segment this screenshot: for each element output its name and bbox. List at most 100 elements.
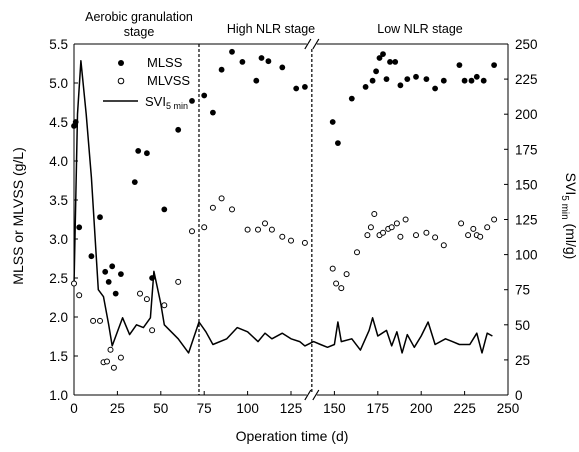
mlss-point bbox=[480, 77, 487, 84]
legend-mlvss-marker bbox=[117, 77, 125, 85]
mlvss-point bbox=[262, 220, 268, 227]
axis-break-slash bbox=[312, 389, 320, 401]
mlvss-point bbox=[229, 206, 235, 213]
mlss-point bbox=[348, 95, 355, 102]
mlvss-point bbox=[343, 271, 350, 278]
mlvss-point bbox=[371, 211, 378, 217]
mlvss-point bbox=[117, 354, 124, 361]
mlvss-point bbox=[97, 317, 103, 324]
mlss-point bbox=[335, 140, 341, 147]
y-left-tick-label: 4.5 bbox=[49, 115, 68, 130]
mlvss-point bbox=[491, 216, 498, 223]
mlss-point bbox=[491, 62, 497, 68]
mlss-point bbox=[105, 279, 112, 285]
mlss-point bbox=[373, 68, 379, 75]
axis-ticks: 0 25 50 75 100 125 150 175 200 225 2501.01.52.02.5… bbox=[49, 37, 537, 416]
legend-svi-sub: 5 min bbox=[166, 101, 188, 111]
mlvss-point bbox=[189, 228, 195, 235]
mlvss-point bbox=[175, 278, 182, 285]
svi-line bbox=[73, 60, 493, 354]
legend-mlss-marker bbox=[118, 60, 124, 66]
mlvss-point bbox=[364, 232, 371, 239]
mlss-point bbox=[369, 77, 376, 84]
mlss-point bbox=[229, 48, 235, 55]
mlss-point bbox=[131, 179, 138, 186]
mlss-point bbox=[118, 271, 124, 277]
mlss-point bbox=[432, 85, 438, 92]
x-axis-label: Operation time (d) bbox=[236, 428, 349, 444]
mlss-point bbox=[175, 126, 182, 133]
mlvss-point bbox=[484, 224, 491, 231]
mlvss-point bbox=[367, 224, 374, 231]
mlss-point bbox=[88, 253, 95, 260]
mlss-point bbox=[468, 77, 475, 84]
mlss-point bbox=[473, 73, 480, 80]
mlvss-point bbox=[71, 280, 77, 287]
stage-label-aerobic-line2: stage bbox=[124, 25, 155, 39]
legend: MLSS MLVSS SVI5 min bbox=[103, 55, 190, 111]
stage-dividers bbox=[198, 44, 313, 395]
mlvss-point bbox=[143, 296, 150, 303]
mlvss-point bbox=[354, 249, 360, 256]
mlss-point bbox=[329, 119, 336, 125]
mlvss-point bbox=[161, 302, 168, 309]
mlss-point bbox=[76, 224, 83, 231]
mlvss-point bbox=[244, 226, 251, 233]
mlvss-point bbox=[470, 225, 477, 232]
mlss-point bbox=[404, 76, 411, 82]
mlss-point bbox=[265, 58, 272, 65]
mlvss-series bbox=[71, 195, 498, 371]
legend-svi-base: SVI bbox=[145, 94, 166, 109]
mlvss-point bbox=[338, 285, 345, 292]
mlvss-point bbox=[393, 220, 400, 227]
mlvss-point bbox=[218, 195, 225, 202]
y-right-label-sub: 5 min bbox=[559, 195, 570, 219]
mlss-point bbox=[440, 77, 447, 84]
mlss-point bbox=[397, 82, 404, 89]
mlvss-point bbox=[465, 232, 472, 239]
y-right-tick-label: 175 bbox=[515, 142, 538, 157]
mlss-point bbox=[258, 55, 265, 61]
legend-mlvss-label: MLVSS bbox=[147, 73, 190, 88]
x-tick-label: 125 bbox=[280, 401, 303, 416]
mlss-point bbox=[189, 98, 195, 104]
mlss-point bbox=[456, 62, 463, 68]
mlss-point bbox=[109, 263, 116, 270]
mlvss-point bbox=[90, 317, 97, 324]
mlvss-point bbox=[279, 233, 286, 240]
mlvss-point bbox=[301, 239, 308, 246]
plot-frame bbox=[73, 43, 509, 396]
y-left-tick-label: 1.5 bbox=[49, 349, 68, 364]
mlvss-point bbox=[201, 224, 208, 231]
mlss-point bbox=[135, 148, 142, 154]
mlvss-point bbox=[397, 233, 404, 240]
y-right-label-unit: (ml/g) bbox=[563, 220, 579, 260]
mlvss-point bbox=[149, 327, 156, 334]
axis-break-slash bbox=[312, 38, 320, 50]
mlss-point bbox=[218, 66, 225, 73]
y-left-tick-label: 3.5 bbox=[49, 193, 68, 208]
mlvss-point bbox=[380, 229, 386, 236]
mlvss-point bbox=[477, 233, 484, 240]
mlss-point bbox=[279, 64, 286, 71]
y-right-tick-label: 150 bbox=[515, 177, 538, 192]
mlss-point bbox=[239, 59, 246, 65]
mlss-point bbox=[380, 51, 386, 57]
axis-break-slash bbox=[304, 38, 312, 50]
mlvss-point bbox=[76, 292, 83, 299]
mlss-point bbox=[387, 59, 393, 65]
mlss-point bbox=[423, 76, 430, 82]
axis-break-gap bbox=[306, 41, 317, 47]
y-right-tick-label: 75 bbox=[515, 283, 530, 298]
x-tick-label: 0 bbox=[70, 401, 78, 416]
mlss-point bbox=[149, 275, 156, 281]
y-right-tick-label: 200 bbox=[515, 107, 538, 122]
mlvss-point bbox=[107, 346, 114, 353]
y-axis-left-label: MLSS or MLVSS (g/L) bbox=[10, 147, 26, 284]
y-left-tick-label: 5.0 bbox=[49, 76, 68, 91]
x-tick-label: 250 bbox=[497, 401, 520, 416]
y-right-tick-label: 50 bbox=[515, 318, 530, 333]
x-tick-label: 150 bbox=[323, 401, 346, 416]
x-tick-label: 25 bbox=[110, 401, 125, 416]
